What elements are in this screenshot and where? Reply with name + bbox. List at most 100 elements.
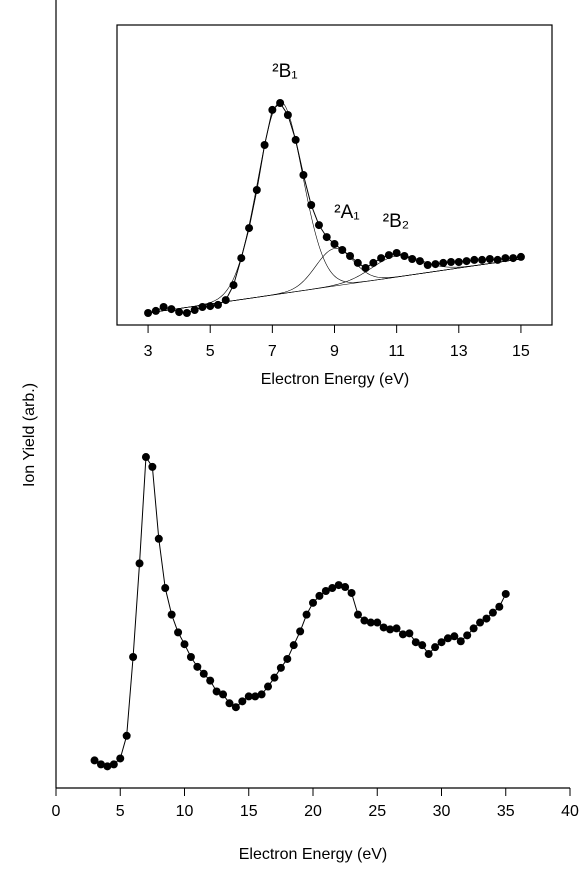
x-tick-label: 15	[512, 343, 530, 360]
data-point	[144, 309, 153, 317]
data-point	[116, 754, 125, 763]
data-line	[94, 455, 507, 767]
data-point	[373, 618, 382, 627]
x-tick-label: 35	[497, 803, 515, 820]
data-point	[198, 303, 207, 311]
data-point	[190, 306, 199, 314]
data-point	[257, 690, 266, 699]
x-tick-label: 10	[176, 803, 194, 820]
data-point	[495, 602, 504, 611]
data-point	[411, 638, 420, 647]
data-point	[493, 255, 502, 264]
data-point	[141, 453, 150, 462]
data-point	[405, 629, 414, 638]
data-point	[398, 630, 407, 639]
data-point	[423, 261, 432, 269]
data-point	[182, 309, 191, 317]
data-point	[447, 258, 456, 266]
data-point	[251, 692, 260, 701]
data-point	[392, 624, 401, 633]
data-point	[159, 303, 168, 311]
x-tick-label: 13	[450, 343, 468, 360]
data-point	[309, 598, 317, 607]
data-point	[103, 762, 112, 771]
data-point	[276, 99, 285, 107]
data-point	[283, 654, 292, 663]
data-point	[167, 610, 176, 619]
data-point	[314, 221, 323, 230]
data-point	[431, 260, 440, 269]
data-point	[485, 255, 494, 263]
data-point	[96, 760, 105, 769]
data-point	[221, 296, 230, 305]
data-point	[238, 697, 247, 706]
data-point	[299, 171, 308, 179]
data-point	[135, 559, 144, 568]
data-point	[289, 641, 298, 650]
data-point	[456, 637, 465, 646]
x-tick-label: 30	[433, 803, 451, 820]
x-axis-label: Electron Energy (eV)	[239, 846, 388, 863]
data-point	[268, 105, 277, 114]
data-point	[167, 305, 176, 314]
x-tick-label: 7	[268, 343, 277, 360]
data-point	[454, 258, 463, 266]
x-tick-label: 20	[304, 803, 322, 820]
data-point	[252, 186, 261, 194]
peak-label: ²A₁	[334, 202, 359, 223]
data-point	[415, 257, 424, 266]
data-point	[90, 756, 99, 765]
data-point	[264, 682, 273, 691]
data-point	[408, 255, 417, 263]
peak-label: ²B₂	[383, 211, 409, 232]
data-point	[219, 690, 228, 699]
data-point	[384, 251, 393, 260]
data-point	[186, 652, 195, 661]
data-point	[151, 306, 160, 315]
data-point	[321, 587, 330, 595]
data-point	[260, 141, 269, 149]
data-point	[206, 676, 215, 685]
data-point	[431, 643, 440, 652]
data-point	[213, 300, 222, 309]
data-point	[174, 628, 183, 637]
data-point	[229, 281, 238, 290]
data-point	[463, 631, 472, 640]
x-tick-label: 9	[330, 343, 339, 360]
x-tick-label: 5	[116, 803, 125, 820]
data-point	[334, 581, 343, 590]
data-point	[341, 583, 350, 592]
data-point	[377, 254, 386, 263]
data-point	[418, 641, 427, 650]
data-point	[386, 625, 395, 634]
data-point	[400, 252, 409, 260]
x-tick-label: 15	[240, 803, 258, 820]
data-point	[109, 760, 118, 769]
x-tick-label: 40	[561, 803, 579, 820]
data-point	[470, 255, 479, 264]
data-point	[154, 534, 163, 543]
data-point	[276, 663, 285, 672]
data-point	[501, 589, 510, 598]
data-point	[302, 610, 311, 619]
data-point	[462, 257, 471, 266]
data-point	[244, 692, 253, 701]
data-point	[443, 634, 452, 643]
data-point	[516, 252, 525, 261]
data-point	[206, 302, 215, 311]
data-point	[212, 687, 221, 696]
data-point	[237, 254, 246, 263]
data-point	[122, 731, 131, 740]
data-point	[366, 618, 375, 627]
data-point	[225, 699, 234, 708]
data-point	[360, 616, 369, 625]
data-point	[291, 135, 300, 144]
data-point	[307, 201, 316, 209]
data-point	[424, 650, 433, 659]
data-point	[328, 584, 337, 593]
data-point	[501, 254, 510, 263]
data-point	[346, 252, 355, 260]
data-point	[379, 623, 388, 632]
data-point	[199, 669, 208, 678]
